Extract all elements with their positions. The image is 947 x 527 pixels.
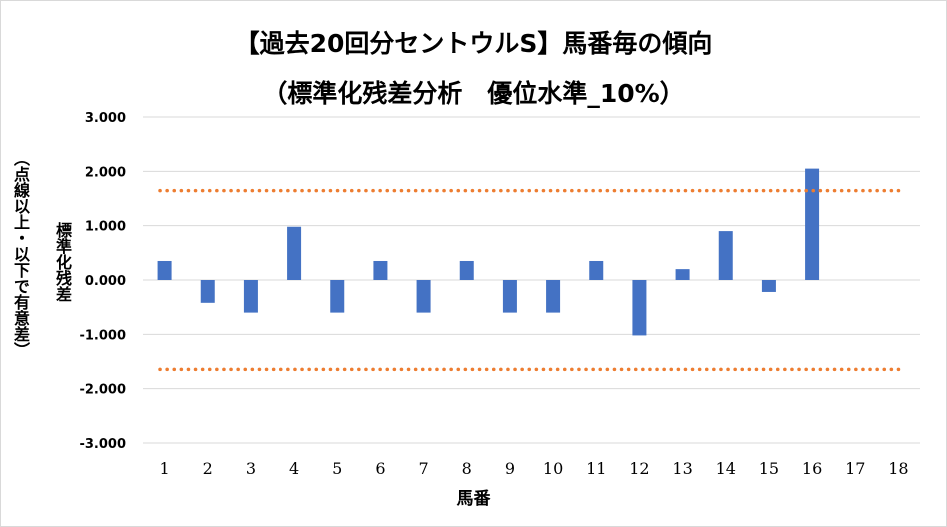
x-tick-label: 17 xyxy=(845,459,865,478)
x-tick-label: 4 xyxy=(289,459,299,478)
x-tick-label: 6 xyxy=(375,459,385,478)
x-tick-label: 2 xyxy=(203,459,213,478)
gridlines xyxy=(143,116,920,444)
x-tick-label: 16 xyxy=(802,459,822,478)
y-axis-label: 標準化残差 xyxy=(53,222,72,302)
x-tick-label: 10 xyxy=(543,459,563,478)
y-axis-ticks: 3.000 2.000 1.000 0.000 -1.000 -2.000 -3.000 xyxy=(79,111,126,452)
bar-13 xyxy=(675,269,690,280)
chart-title: 【過去20回分セントウルS】馬番毎の傾向 xyxy=(234,29,713,58)
bar-11 xyxy=(589,260,604,280)
y-tick-label: -2.000 xyxy=(79,383,126,398)
bar-6 xyxy=(373,260,388,280)
bar-14 xyxy=(718,231,733,280)
bar-1 xyxy=(157,260,172,280)
y-tick-label: 3.000 xyxy=(85,111,126,126)
x-axis-label: 馬番 xyxy=(456,489,491,509)
bar-9 xyxy=(502,280,517,313)
threshold-lines xyxy=(158,188,902,372)
x-tick-label: 7 xyxy=(418,459,428,478)
bar-4 xyxy=(287,226,302,280)
bar-8 xyxy=(459,260,474,280)
x-tick-label: 18 xyxy=(888,459,908,478)
x-tick-label: 15 xyxy=(759,459,779,478)
bar-15 xyxy=(761,280,776,292)
x-tick-label: 5 xyxy=(332,459,342,478)
y-tick-label: 0.000 xyxy=(85,274,126,289)
bar-16 xyxy=(805,168,820,280)
bar-7 xyxy=(416,280,431,313)
y-tick-label: 2.000 xyxy=(85,165,126,180)
x-tick-label: 14 xyxy=(716,459,736,478)
x-tick-label: 13 xyxy=(672,459,692,478)
x-axis-ticks: 1 2 3 4 5 6 7 8 9 10 11 12 13 14 15 16 17 18 xyxy=(159,459,908,478)
x-tick-label: 11 xyxy=(586,459,606,478)
x-tick-label: 8 xyxy=(462,459,472,478)
x-tick-label: 1 xyxy=(159,459,169,478)
y-tick-label: 1.000 xyxy=(85,220,126,235)
bar-12 xyxy=(632,280,647,336)
y-axis-label-note: （点線以上・以下で有意差） xyxy=(11,150,30,358)
bar-10 xyxy=(546,280,561,313)
bars xyxy=(157,168,820,336)
bar-3 xyxy=(243,280,258,313)
chart-subtitle: （標準化残差分析 優位水準_10%） xyxy=(262,79,685,108)
x-tick-label: 12 xyxy=(629,459,649,478)
bar-5 xyxy=(330,280,345,313)
x-tick-label: 9 xyxy=(505,459,515,478)
x-tick-label: 3 xyxy=(246,459,256,478)
y-tick-label: -1.000 xyxy=(79,328,126,343)
bar-2 xyxy=(200,280,215,303)
y-tick-label: -3.000 xyxy=(79,437,126,452)
